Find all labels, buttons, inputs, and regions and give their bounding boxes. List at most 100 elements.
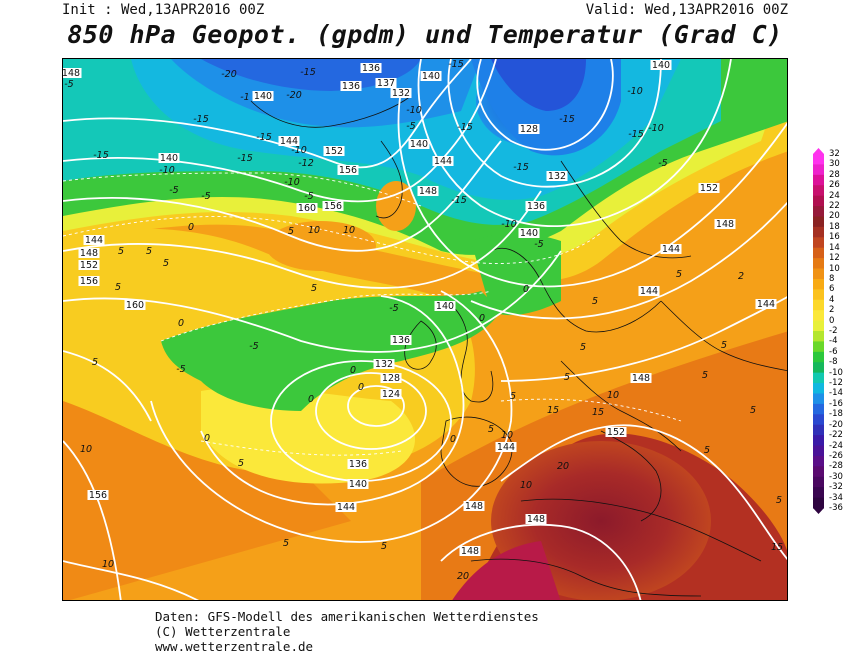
temperature-label: 5 [704,445,710,456]
colorbar-tick-label: -22 [829,430,843,441]
colorbar-swatch [813,487,824,499]
height-label: 140 [422,71,440,82]
height-label-bg [420,71,442,81]
height-label: 148 [716,219,734,230]
temperature-label: -15 [193,114,209,125]
height-label-bg [296,203,318,213]
temperature-label: 5 [283,538,289,549]
height-label: 128 [520,124,538,135]
height-label: 136 [342,81,360,92]
colorbar-swatch [813,289,824,301]
height-label: 144 [640,286,658,297]
height-label-bg [78,276,100,286]
height-label-bg [755,299,777,309]
height-label: 140 [520,228,538,239]
temperature-label: 5 [381,541,387,552]
height-label: 156 [89,490,107,501]
temperature-label: 20 [557,461,569,472]
height-label-bg [347,479,369,489]
temperature-label: 0 [204,433,210,444]
height-label-bg [408,139,430,149]
temperature-label: 0 [358,382,364,393]
footer-data-source: Daten: GFS-Modell des amerikanischen Wet… [155,609,539,624]
height-label-bg [78,248,100,258]
colorbar-swatch [813,320,824,332]
weather-map: 148 136 137 140 140 140 132 136 144 152 140 156 160 1… [62,58,788,601]
temperature-label: 10 [520,480,532,491]
height-label-bg [546,171,568,181]
height-label: 160 [298,203,316,214]
colorbar-swatch [813,185,824,197]
height-label: 152 [700,183,718,194]
height-label: 152 [325,146,343,157]
temperature-label: -10 [501,219,517,230]
colorbar-tick-label: 28 [829,169,840,180]
height-label-bg [252,91,274,101]
height-label-bg [87,490,109,500]
colorbar-tick-label: -36 [829,503,843,513]
temperature-label: 5 [676,269,682,280]
colorbar-tick-label: -12 [829,378,843,389]
height-label-bg [340,81,362,91]
temperature-label: 2 [738,271,744,282]
temperature-label: 5 [115,282,121,293]
temperature-label: -5 [304,191,313,202]
height-label: 156 [339,165,357,176]
colorbar-swatch [813,206,824,217]
colorbar-swatch [813,424,824,436]
colorbar-tick-label: -34 [829,492,843,503]
height-label-bg [605,427,627,437]
colorbar-tick-label: -30 [829,471,843,482]
height-label: 148 [632,373,650,384]
height-label-bg [459,546,481,556]
temperature-label: -5 [64,79,73,90]
temperature-label: -10 [291,145,307,156]
temperature-label: 5 [163,258,169,269]
geopotential-isolines [63,59,787,600]
colorbar-swatch [813,278,824,290]
height-label: 148 [63,68,80,79]
temperature-label: -5 [658,158,667,169]
temperature-label: -5 [249,341,258,352]
height-label: 140 [410,139,428,150]
colorbar-tick-label: -26 [829,450,843,461]
height-label-bg [434,301,456,311]
colorbar-swatch [813,299,824,311]
height-label-bg [335,502,357,512]
height-label-bg [463,501,485,511]
temperature-label: 5 [118,246,124,257]
colorbar-tick-label: 10 [829,263,840,274]
colorbar-swatch [813,455,824,467]
colorbar-tick-label: 8 [829,273,835,284]
height-label-bg [390,335,412,345]
temperature-label: -15 [451,195,467,206]
temperature-label: -15 [513,162,529,173]
height-label-bg [124,300,146,310]
colorbar-tick-label: -18 [829,409,843,420]
height-label: 144 [497,442,515,453]
height-label: 140 [349,479,367,490]
temperature-label: 15 [547,405,559,416]
temperature-label: 15 [592,407,604,418]
temperature-label: 5 [92,357,98,368]
height-label-bg [380,373,402,383]
height-label: 148 [461,546,479,557]
temperature-label: 0 [188,222,194,233]
colorbar-swatch [813,237,824,249]
height-label: 136 [527,201,545,212]
height-label-bg [278,136,300,146]
colorbar-tick-label: -10 [829,367,843,378]
colorbar-tick-label: -6 [829,346,838,357]
temperature-label: 0 [350,365,356,376]
height-label: 144 [85,235,103,246]
colorbar-swatch [813,258,824,270]
colorbar-swatch [813,497,824,509]
temperature-label: -10 [406,105,422,116]
height-label: 156 [324,201,342,212]
height-label-bg [650,60,672,70]
temperature-label: 5 [146,246,152,257]
height-label-bg [373,359,395,369]
temperature-label: -5 [406,121,415,132]
temperature-label: -5 [534,239,543,250]
